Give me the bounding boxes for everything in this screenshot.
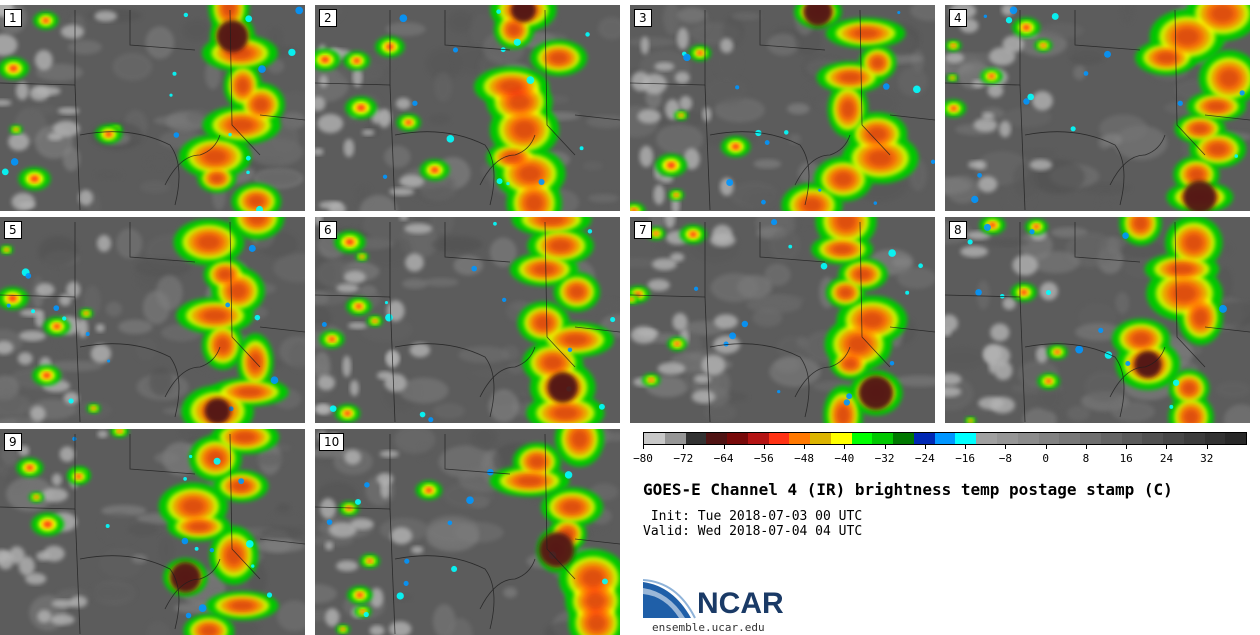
map-image	[630, 217, 935, 423]
colorbar-swatch	[872, 433, 894, 444]
colorbar-tick	[884, 445, 886, 449]
colorbar-tick-label: −72	[673, 452, 694, 465]
colorbar-tick-label: 8	[1082, 452, 1090, 465]
colorbar-tick-label: −32	[874, 452, 895, 465]
panel-label: 7	[634, 221, 652, 239]
stamp-panel-7: 7	[630, 217, 935, 423]
colorbar-swatch	[997, 433, 1018, 444]
site-url: ensemble.ucar.edu	[652, 621, 765, 634]
colorbar-swatch	[1038, 433, 1060, 444]
map-image	[0, 429, 305, 635]
stamp-panel-4: 4	[945, 5, 1250, 211]
colorbar-swatch	[893, 433, 914, 444]
map-image	[315, 429, 620, 635]
colorbar-swatch	[934, 433, 956, 444]
colorbar-swatch	[976, 433, 998, 444]
colorbar-tick	[723, 445, 725, 449]
colorbar-tick-label: −16	[955, 452, 976, 465]
colorbar-tick	[763, 445, 765, 449]
panel-label: 3	[634, 9, 652, 27]
map-image	[315, 5, 620, 211]
org-name: NCAR	[697, 587, 784, 620]
colorbar-tick	[804, 445, 806, 449]
panel-label: 5	[4, 221, 22, 239]
colorbar-tick	[1126, 445, 1128, 449]
colorbar-swatch	[1163, 433, 1184, 444]
colorbar-swatch	[747, 433, 769, 444]
init-time: Init: Tue 2018-07-03 00 UTC	[643, 509, 863, 524]
colorbar-swatch	[1080, 433, 1101, 444]
colorbar-swatch	[727, 433, 748, 444]
ncar-logo-icon	[643, 579, 696, 619]
colorbar-swatch	[955, 433, 977, 444]
map-image	[945, 5, 1250, 211]
map-image	[0, 217, 305, 423]
colorbar-tick	[643, 445, 644, 449]
stamp-panel-1: 1	[0, 5, 305, 211]
valid-time: Valid: Wed 2018-07-04 04 UTC	[643, 524, 863, 539]
colorbar-swatch	[706, 433, 728, 444]
colorbar-swatch	[1204, 433, 1226, 444]
colorbar-tick-label: −56	[753, 452, 774, 465]
panel-label: 2	[319, 9, 337, 27]
stamp-panel-6: 6	[315, 217, 620, 423]
panel-label: 9	[4, 433, 22, 451]
colorbar-tick	[1206, 445, 1208, 449]
colorbar-swatch	[1017, 433, 1039, 444]
colorbar-tick-label: 0	[1042, 452, 1049, 465]
figure-title: GOES-E Channel 4 (IR) brightness temp po…	[643, 480, 1173, 499]
map-image	[315, 217, 620, 423]
colorbar-swatch	[1142, 433, 1164, 444]
panel-label: 6	[319, 221, 337, 239]
panel-label: 4	[949, 9, 967, 27]
colorbar-swatch	[1225, 433, 1247, 444]
colorbar-swatch	[810, 433, 831, 444]
stamp-panel-2: 2	[315, 5, 620, 211]
map-image	[630, 5, 935, 211]
colorbar-tick-label: −80	[633, 452, 653, 465]
colorbar-tick-label: −64	[713, 452, 734, 465]
colorbar-tick-label: −40	[834, 452, 855, 465]
colorbar-swatch	[664, 433, 686, 444]
colorbar-swatch	[1100, 433, 1122, 444]
stamp-panel-9: 9	[0, 429, 305, 635]
colorbar-swatch	[851, 433, 873, 444]
stamp-panel-5: 5	[0, 217, 305, 423]
panel-label: 1	[4, 9, 22, 27]
colorbar-ticks: −80 −72 −64 −56 −48 −40 −32 −24 −16 −8 0 8 16 24 32	[633, 445, 1247, 467]
colorbar-swatch	[1121, 433, 1143, 444]
stamp-panel-8: 8	[945, 217, 1250, 423]
colorbar-tick	[1166, 445, 1168, 449]
colorbar-tick	[1005, 445, 1007, 449]
colorbar-swatch	[644, 433, 665, 444]
colorbar-tick	[844, 445, 846, 449]
colorbar-tick-label: −8	[998, 452, 1013, 465]
stamp-panel-3: 3	[630, 5, 935, 211]
colorbar-swatch	[789, 433, 811, 444]
map-image	[945, 217, 1250, 423]
colorbar-tick-label: 16	[1119, 452, 1133, 465]
map-image	[0, 5, 305, 211]
colorbar-tick	[924, 445, 926, 449]
colorbar-tick	[683, 445, 685, 449]
colorbar-tick	[1045, 445, 1047, 449]
colorbar-swatch	[685, 433, 707, 444]
colorbar-tick	[965, 445, 967, 449]
colorbar-tick-label: 32	[1200, 452, 1214, 465]
colorbar-swatch	[830, 433, 852, 444]
colorbar-tick-label: 24	[1159, 452, 1174, 465]
colorbar	[643, 432, 1247, 445]
colorbar-swatch	[768, 433, 790, 444]
colorbar-tick-label: −24	[914, 452, 935, 465]
colorbar-swatch	[1183, 433, 1205, 444]
colorbar-tick	[1085, 445, 1087, 449]
stamp-panel-10: 10	[315, 429, 620, 635]
colorbar-tick-label: −48	[794, 452, 814, 465]
colorbar-swatch	[1059, 433, 1081, 444]
panel-label: 8	[949, 221, 967, 239]
colorbar-swatch	[913, 433, 935, 444]
panel-label: 10	[319, 433, 345, 451]
